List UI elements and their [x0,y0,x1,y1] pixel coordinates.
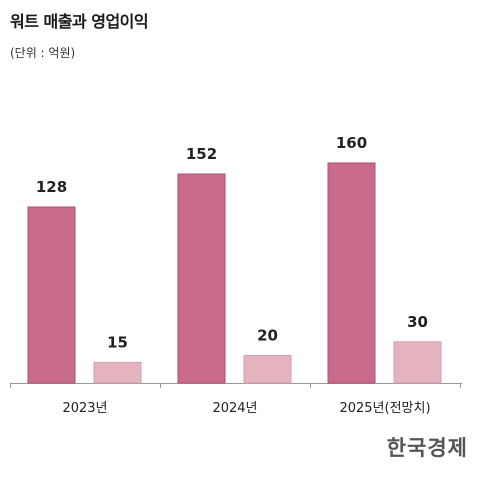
chart-title: 워트 매출과 영업이익 [10,12,149,31]
bar-operating-profit [243,355,292,384]
data-label: 30 [407,313,428,331]
data-label: 15 [107,333,128,351]
x-tick-label: 2024년 [212,401,257,416]
data-label: 152 [186,145,217,163]
data-label: 160 [336,134,367,152]
data-label: 20 [257,327,278,345]
unit-note: (단위 : 억원) [10,46,76,60]
bar-operating-profit [393,341,442,384]
bar-revenue [27,206,76,384]
bar-revenue [177,173,226,384]
data-label: 128 [36,178,67,196]
x-tick-label: 2025년(전망치) [339,401,430,416]
bar-operating-profit [93,361,142,384]
brand-logo: 한국경제 [386,435,468,460]
x-tick-label: 2023년 [62,401,107,416]
bar-revenue [327,162,376,384]
